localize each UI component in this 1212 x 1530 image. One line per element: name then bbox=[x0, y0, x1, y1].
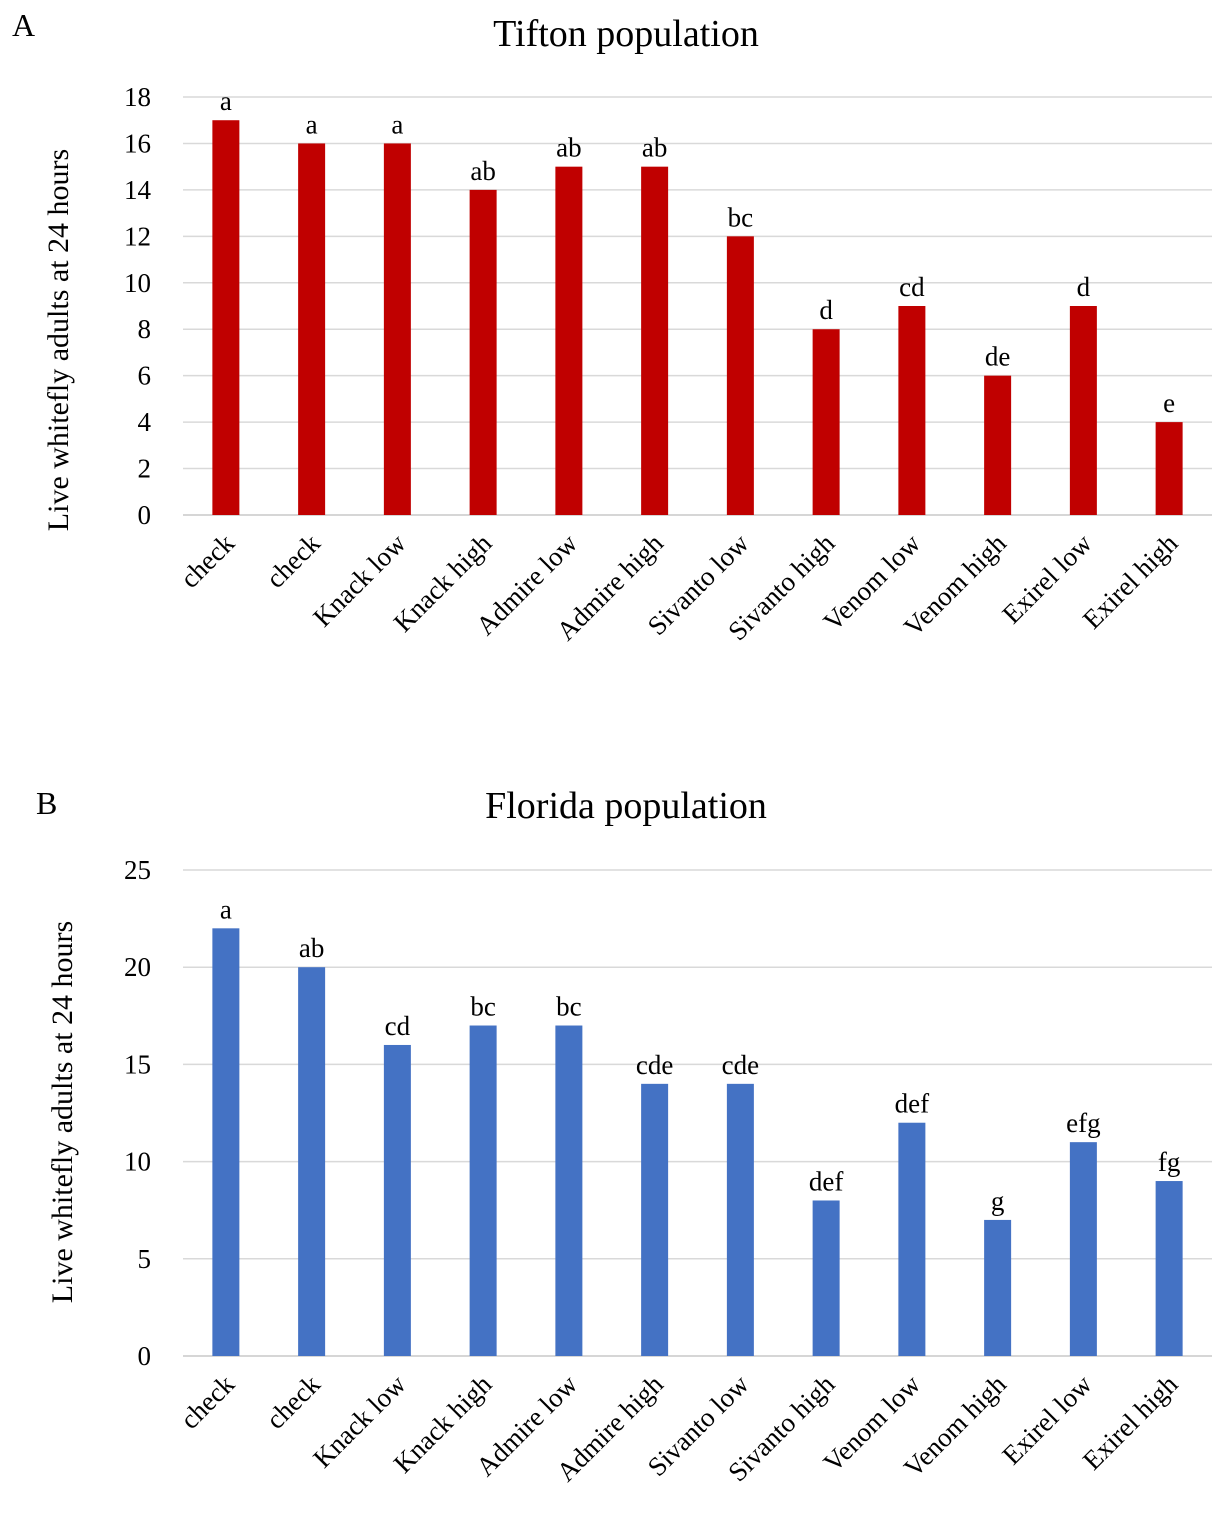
bar bbox=[984, 1219, 1012, 1356]
data-label: g bbox=[991, 1186, 1005, 1216]
y-axis-label: Live whitefly adults at 24 hours bbox=[46, 921, 79, 1303]
data-label: a bbox=[391, 109, 403, 139]
bars bbox=[212, 928, 1183, 1356]
y-tick-label: 10 bbox=[124, 1147, 151, 1177]
bar bbox=[726, 236, 754, 516]
data-label: cde bbox=[722, 1050, 759, 1080]
gridlines bbox=[183, 96, 1212, 516]
bar bbox=[1069, 306, 1097, 515]
bar bbox=[212, 928, 240, 1356]
bar bbox=[812, 1200, 840, 1356]
y-tick-label: 2 bbox=[138, 454, 152, 484]
panel-letter: A bbox=[12, 7, 35, 43]
x-tick-label: check bbox=[174, 1369, 240, 1435]
bar bbox=[383, 1044, 411, 1356]
y-tick-label: 10 bbox=[124, 268, 151, 298]
bars bbox=[212, 120, 1183, 516]
bar bbox=[555, 166, 583, 515]
data-label: bc bbox=[728, 202, 754, 232]
data-label: efg bbox=[1066, 1108, 1100, 1138]
bar bbox=[469, 1025, 497, 1356]
data-label: cd bbox=[385, 1011, 411, 1041]
data-label: def bbox=[895, 1089, 929, 1119]
data-label: a bbox=[306, 109, 318, 139]
data-label: a bbox=[220, 86, 232, 116]
data-label: d bbox=[819, 295, 833, 325]
bar bbox=[726, 1083, 754, 1356]
bar bbox=[555, 1025, 583, 1356]
bar bbox=[984, 375, 1012, 515]
data-label: e bbox=[1163, 388, 1175, 418]
y-tick-label: 25 bbox=[124, 855, 151, 885]
data-label: ab bbox=[470, 156, 495, 186]
data-label: bc bbox=[556, 992, 582, 1022]
y-tick-label: 12 bbox=[124, 221, 151, 251]
gridlines bbox=[183, 869, 1212, 1357]
y-tick-label: 0 bbox=[138, 500, 152, 530]
data-label: a bbox=[220, 894, 232, 924]
data-labels: a ab cd bc bc cde cde def def g efg fg bbox=[220, 894, 1180, 1216]
bar bbox=[469, 189, 497, 515]
x-tick-label: check bbox=[260, 528, 326, 594]
x-tick-label: Exirel high bbox=[1077, 1369, 1184, 1476]
data-label: ab bbox=[299, 933, 324, 963]
y-tick-label: 8 bbox=[138, 314, 152, 344]
data-label: ab bbox=[642, 133, 667, 163]
y-tick-labels: 0 5 10 15 20 25 bbox=[124, 855, 151, 1371]
bar bbox=[641, 166, 669, 515]
bar bbox=[298, 143, 326, 515]
y-tick-label: 5 bbox=[138, 1244, 152, 1274]
chart-title: Tifton population bbox=[493, 13, 759, 55]
chart-panel-b: B Florida population Live whitefly adult… bbox=[36, 785, 1212, 1487]
bar bbox=[898, 1122, 926, 1356]
y-tick-label: 0 bbox=[138, 1341, 152, 1371]
y-tick-label: 20 bbox=[124, 952, 151, 982]
data-label: cd bbox=[899, 272, 925, 302]
data-label: def bbox=[809, 1166, 843, 1196]
y-tick-label: 14 bbox=[124, 175, 152, 205]
bar bbox=[383, 143, 411, 515]
data-label: d bbox=[1077, 272, 1091, 302]
bar bbox=[1155, 1181, 1183, 1356]
data-label: de bbox=[985, 342, 1011, 372]
y-tick-label: 6 bbox=[138, 361, 152, 391]
y-tick-label: 15 bbox=[124, 1049, 151, 1079]
panel-letter: B bbox=[36, 785, 57, 821]
data-label: cde bbox=[636, 1050, 673, 1080]
y-tick-labels: 0 2 4 6 8 10 12 14 16 18 bbox=[124, 82, 152, 530]
x-tick-label: check bbox=[260, 1369, 326, 1435]
bar bbox=[812, 329, 840, 515]
y-tick-label: 4 bbox=[138, 407, 152, 437]
bar bbox=[212, 120, 240, 515]
x-tick-label: Exirel high bbox=[1077, 528, 1184, 635]
bar bbox=[898, 306, 926, 515]
bar bbox=[298, 967, 326, 1356]
chart-title: Florida population bbox=[485, 785, 767, 827]
data-label: bc bbox=[470, 992, 496, 1022]
y-tick-label: 18 bbox=[124, 82, 151, 112]
bar bbox=[1155, 422, 1183, 515]
x-tick-label: check bbox=[174, 528, 240, 594]
y-tick-label: 16 bbox=[124, 128, 151, 158]
chart-panel-a: A Tifton population Live whitefly adults… bbox=[12, 7, 1212, 646]
data-label: fg bbox=[1158, 1147, 1181, 1177]
data-label: ab bbox=[556, 133, 581, 163]
bar bbox=[1069, 1142, 1097, 1356]
bar bbox=[641, 1083, 669, 1356]
y-axis-label: Live whitefly adults at 24 hours bbox=[42, 149, 75, 531]
